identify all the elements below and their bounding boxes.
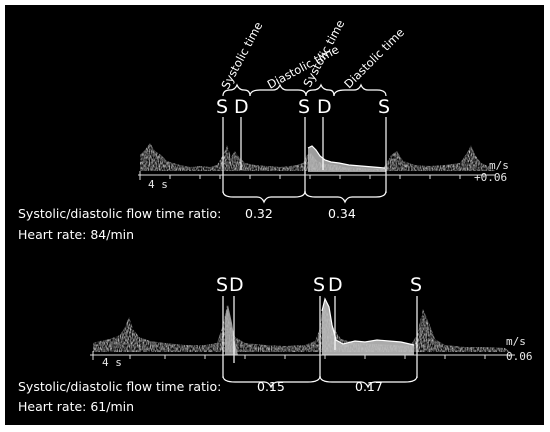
bottom-bracket-ratio-2 [319,375,418,389]
top-ratio-label: Systolic/diastolic flow time ratio: [18,206,221,221]
bottom-marker-d2: D [328,274,343,296]
doppler-flow-figure: Systolic time Diastolic time Systolic ti… [5,5,544,425]
bottom-baseline-ticks [92,351,486,360]
bottom-heart-rate: Heart rate: 61/min [18,399,134,414]
top-velocity-value: +0.06 [474,171,507,184]
figure-canvas: Systolic time Diastolic time Systolic ti… [18,17,533,414]
bottom-bracket-ratio-1 [222,375,321,389]
top-flow-envelope [307,145,386,169]
top-phase-label-systolic-1: Systolic time [218,19,265,91]
top-marker-d1: D [234,96,249,118]
top-heart-rate: Heart rate: 84/min [18,227,134,242]
bottom-marker-s2: S [313,274,325,296]
top-ratio-value-2: 0.34 [328,206,356,221]
top-doppler-spectrum [140,143,495,172]
top-phase-label-diastolic-2: Diastolic time [341,25,407,91]
top-marker-s1: S [216,96,228,118]
bottom-velocity-value: 0.06 [506,350,533,363]
top-bracket-ratio-2 [304,190,387,204]
top-bracket-systolic-1 [222,83,251,97]
top-bracket-ratio-1 [222,190,306,204]
top-marker-s2: S [298,96,310,118]
top-velocity-unit: m/s [489,159,509,172]
top-marker-d2: D [317,96,332,118]
top-bracket-systolic-2 [305,83,335,97]
bottom-marker-d1: D [229,274,244,296]
bottom-marker-s3: S [410,274,422,296]
bottom-flow-envelope [321,297,415,346]
bottom-ratio-label: Systolic/diastolic flow time ratio: [18,379,221,394]
top-panel: Systolic time Diastolic time Systolic ti… [18,17,509,242]
bottom-ratio-value-1: 0.15 [257,379,285,394]
bottom-doppler-spectrum [93,297,510,355]
top-bracket-diastolic-2 [333,83,387,97]
bottom-panel: S D S D S 4 s m/s 0.06 Systolic/diastoli… [18,274,533,414]
bottom-velocity-unit: m/s [506,335,526,348]
top-ratio-value-1: 0.32 [245,206,273,221]
top-bracket-diastolic-1 [249,83,307,97]
bottom-marker-s1: S [216,274,228,296]
top-baseline-ticks [139,171,461,180]
top-marker-s3: S [378,96,390,118]
bottom-time-scale: 4 s [102,356,122,369]
bottom-ratio-value-2: 0.17 [355,379,383,394]
top-time-scale: 4 s [148,178,168,191]
